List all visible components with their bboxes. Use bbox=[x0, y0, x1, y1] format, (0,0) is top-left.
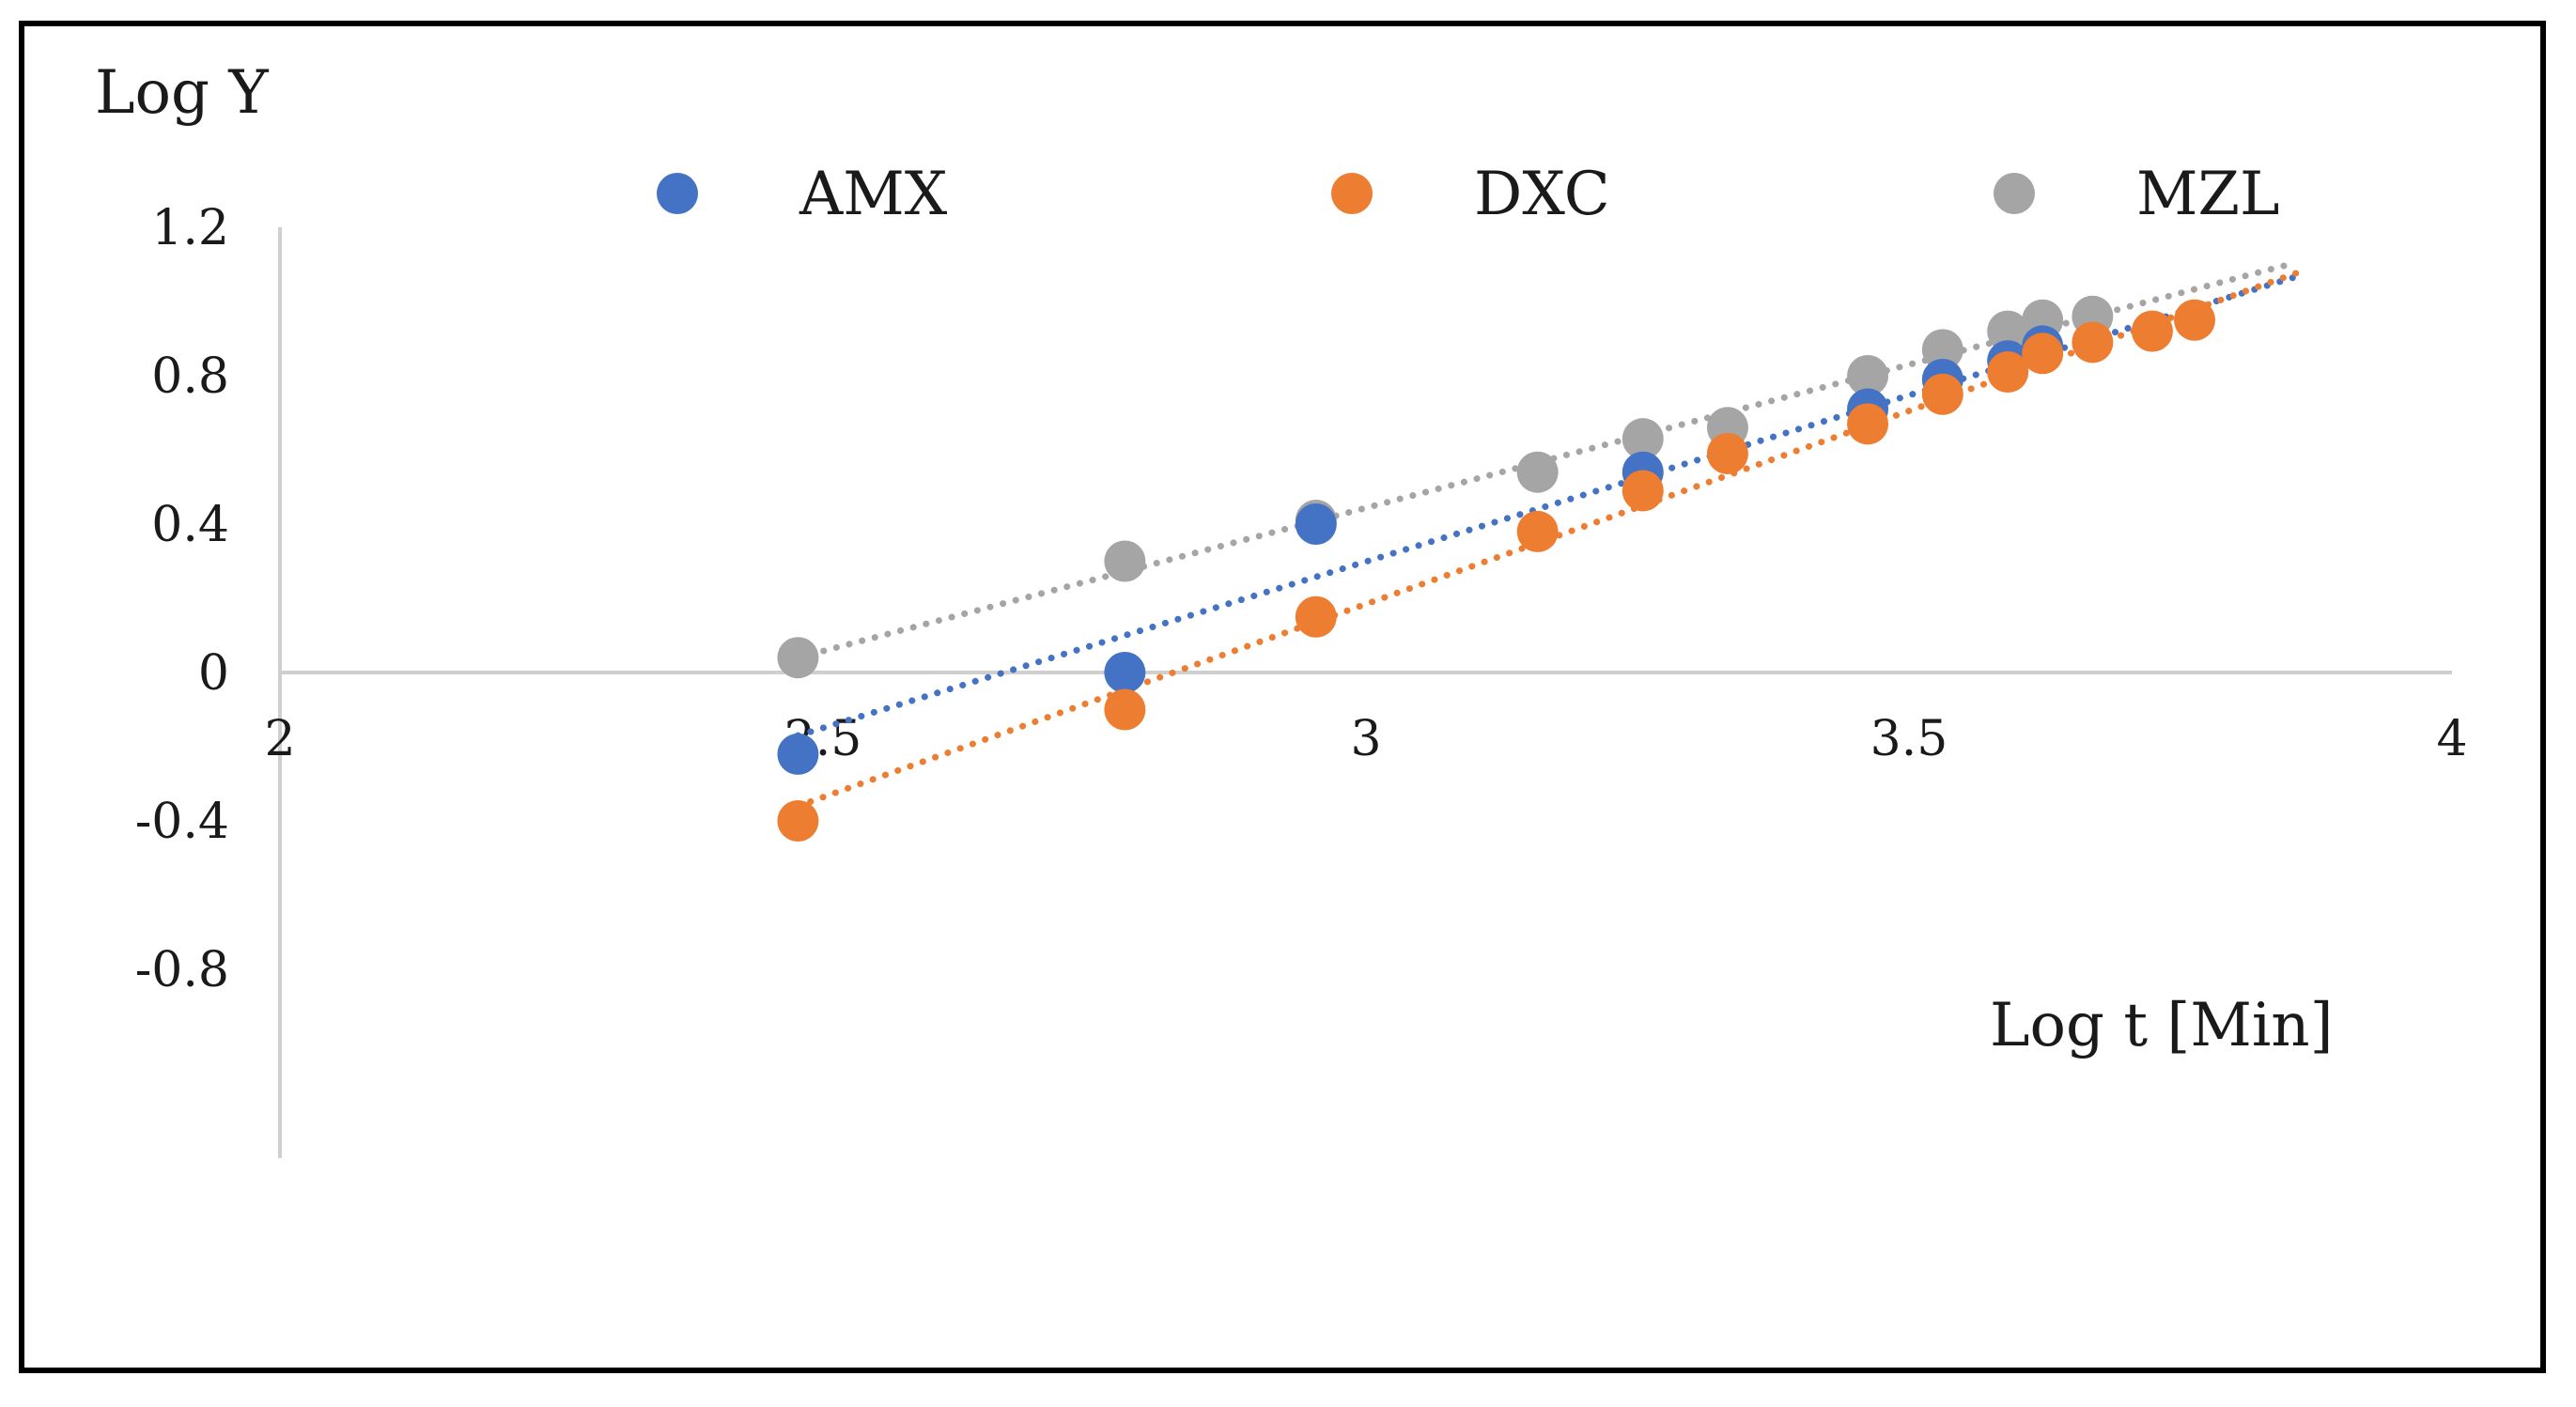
data-points bbox=[777, 295, 2216, 842]
y-tick-labels: 1.2 0.8 0.4 0 -0.4 -0.8 bbox=[135, 200, 229, 998]
point-amx bbox=[1295, 503, 1337, 545]
point-dxc bbox=[1516, 510, 1559, 552]
point-dxc bbox=[2022, 332, 2064, 375]
point-amx bbox=[777, 733, 819, 775]
point-mzl bbox=[777, 637, 819, 679]
y-tick-label: -0.8 bbox=[135, 942, 229, 998]
legend-label-amx: AMX bbox=[799, 160, 948, 229]
point-mzl bbox=[1987, 310, 2029, 352]
y-tick-label: -0.4 bbox=[135, 794, 229, 850]
x-axis-title: Log t [Min] bbox=[1990, 991, 2334, 1060]
point-dxc bbox=[2174, 299, 2216, 341]
point-dxc bbox=[1921, 373, 1963, 415]
legend-label-mzl: MZL bbox=[2136, 160, 2280, 229]
y-tick-label: 1.2 bbox=[151, 200, 229, 256]
y-tick-label: 0 bbox=[198, 645, 229, 702]
x-tick-label: 4 bbox=[2436, 711, 2467, 767]
point-dxc bbox=[1706, 432, 1748, 474]
point-dxc bbox=[1847, 403, 1889, 445]
legend-marker-dxc bbox=[1331, 173, 1373, 214]
legend-label-dxc: DXC bbox=[1474, 160, 1610, 229]
legend-marker-mzl bbox=[1994, 173, 2035, 214]
chart-frame: Log Y Log t [Min] 1.2 0.8 0.4 0 -0.4 -0.8 2 2.… bbox=[19, 21, 2546, 1373]
point-dxc bbox=[1622, 470, 1664, 512]
point-amx bbox=[1104, 652, 1146, 693]
point-dxc bbox=[1104, 688, 1146, 731]
point-mzl bbox=[1847, 355, 1889, 396]
chart: Log Y Log t [Min] 1.20.80.40-0.4-0.8 2 2.… bbox=[95, 58, 2468, 1158]
y-axis-title: Log Y bbox=[95, 58, 269, 128]
y-tick-label: 0.8 bbox=[151, 348, 229, 405]
point-mzl bbox=[1104, 540, 1146, 582]
point-mzl bbox=[1516, 451, 1559, 493]
point-dxc bbox=[2072, 321, 2114, 363]
y-tick-label: 0.4 bbox=[151, 497, 229, 553]
point-dxc bbox=[2131, 310, 2173, 352]
x-tick-labels: 2 2.5 3 3.5 4 bbox=[264, 711, 2467, 767]
point-dxc bbox=[777, 800, 819, 842]
legend: AMX DXC MZL bbox=[657, 160, 2280, 229]
point-dxc bbox=[1295, 595, 1337, 638]
x-tick-label: 2 bbox=[264, 711, 295, 767]
x-tick-label: 3.5 bbox=[1870, 711, 1948, 767]
point-dxc bbox=[1987, 351, 2029, 394]
point-mzl bbox=[1622, 418, 1664, 460]
legend-marker-amx bbox=[657, 173, 698, 214]
point-mzl bbox=[1921, 329, 1963, 371]
x-tick-label: 3 bbox=[1350, 711, 1381, 767]
